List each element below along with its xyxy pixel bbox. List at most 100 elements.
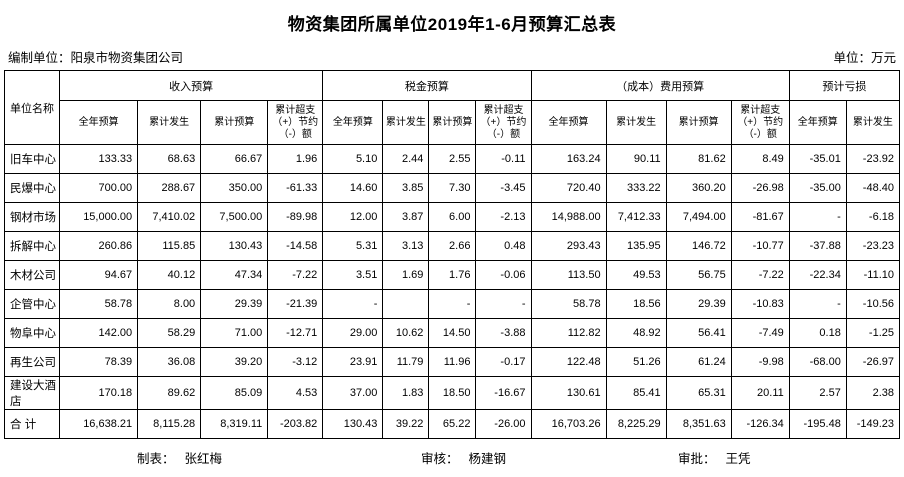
table-cell: 2.38 <box>845 376 901 410</box>
table-cell: 0.48 <box>475 231 532 261</box>
unit-name-cell: 拆解中心 <box>3 231 61 261</box>
table-cell: 135.95 <box>605 231 667 261</box>
maker-signature: 制表： 张红梅 <box>137 448 222 467</box>
col-header-tax-cum-actual: 累计发生 <box>382 100 430 145</box>
table-cell: -3.88 <box>475 318 532 348</box>
table-cell: 11.96 <box>428 347 477 377</box>
unit-name-cell: 旧车中心 <box>3 144 61 174</box>
table-cell: -22.34 <box>788 260 847 290</box>
table-cell: 1.83 <box>382 376 430 410</box>
approver-signature: 审批： 王凭 <box>678 448 751 467</box>
table-cell: 3.13 <box>382 231 430 261</box>
table-cell: 1.76 <box>428 260 477 290</box>
table-cell: - <box>428 289 477 319</box>
table-cell: 3.51 <box>322 260 384 290</box>
table-cell: 2.57 <box>788 376 847 410</box>
table-cell: -126.34 <box>730 409 790 439</box>
table-cell: -14.58 <box>267 231 324 261</box>
table-cell: 260.86 <box>59 231 139 261</box>
unit-name-cell: 建设大酒店 <box>3 376 61 410</box>
table-cell: 66.67 <box>200 144 269 174</box>
table-cell: 58.78 <box>530 289 607 319</box>
table-cell: -21.39 <box>267 289 324 319</box>
table-cell: 61.24 <box>665 347 732 377</box>
table-cell: -0.11 <box>475 144 532 174</box>
table-row: 民爆中心 700.00 288.67 350.00 -61.33 14.60 3.85 7.3… <box>3 173 901 203</box>
table-cell: -10.56 <box>845 289 901 319</box>
col-header-income-cum-actual: 累计发生 <box>137 100 202 145</box>
meta-row: 编制单位：阳泉市物资集团公司 单位：万元 <box>0 35 904 70</box>
table-cell: 8,319.11 <box>200 409 269 439</box>
table-cell: 8.00 <box>137 289 202 319</box>
table-cell: 293.43 <box>530 231 607 261</box>
table-cell: 5.10 <box>322 144 384 174</box>
col-header-income-cum-budget: 累计预算 <box>200 100 269 145</box>
table-cell: 130.61 <box>530 376 607 410</box>
table-cell: 18.56 <box>605 289 667 319</box>
table-body: 旧车中心 133.33 68.63 66.67 1.96 5.10 2.44 2.55 -0.1… <box>3 144 901 439</box>
table-cell: 700.00 <box>59 173 139 203</box>
table-cell: 65.22 <box>428 409 477 439</box>
table-cell: -10.77 <box>730 231 790 261</box>
unit-name-cell: 合 计 <box>3 409 61 439</box>
table-row: 拆解中心 260.86 115.85 130.43 -14.58 5.31 3.13 2.66… <box>3 231 901 261</box>
table-cell: 48.92 <box>605 318 667 348</box>
table-cell: 37.00 <box>322 376 384 410</box>
table-cell: 14,988.00 <box>530 202 607 232</box>
table-cell: 8,115.28 <box>137 409 202 439</box>
table-cell: - <box>322 289 384 319</box>
col-header-cost-cum-actual: 累计发生 <box>605 100 667 145</box>
col-header-income-annual: 全年预算 <box>59 100 139 145</box>
table-cell: -1.25 <box>845 318 901 348</box>
table-cell: 58.78 <box>59 289 139 319</box>
table-cell: 85.09 <box>200 376 269 410</box>
table-cell: 170.18 <box>59 376 139 410</box>
table-cell: 6.00 <box>428 202 477 232</box>
col-header-loss-annual: 全年预算 <box>788 100 847 145</box>
table-cell: -2.13 <box>475 202 532 232</box>
total-row: 合 计 16,638.21 8,115.28 8,319.11 -203.82 130.4… <box>3 409 901 439</box>
table-cell: -149.23 <box>845 409 901 439</box>
table-cell: 78.39 <box>59 347 139 377</box>
table-cell: 81.62 <box>665 144 732 174</box>
table-cell: -37.88 <box>788 231 847 261</box>
maker-name: 张红梅 <box>184 452 223 466</box>
unit-name-cell: 钢材市场 <box>3 202 61 232</box>
table-cell: 49.53 <box>605 260 667 290</box>
table-cell: 36.08 <box>137 347 202 377</box>
table-cell: 133.33 <box>59 144 139 174</box>
table-cell: -195.48 <box>788 409 847 439</box>
table-cell: 350.00 <box>200 173 269 203</box>
table-cell: 360.20 <box>665 173 732 203</box>
col-header-tax-annual: 全年预算 <box>322 100 384 145</box>
table-cell: 0.18 <box>788 318 847 348</box>
table-cell: 51.26 <box>605 347 667 377</box>
table-cell: 130.43 <box>200 231 269 261</box>
approver-label: 审批： <box>678 452 716 466</box>
table-cell: 2.44 <box>382 144 430 174</box>
table-cell: -23.23 <box>845 231 901 261</box>
table-cell: 56.75 <box>665 260 732 290</box>
table-cell: 7,412.33 <box>605 202 667 232</box>
table-cell: 29.39 <box>665 289 732 319</box>
table-cell: 14.60 <box>322 173 384 203</box>
table-cell: 1.96 <box>267 144 324 174</box>
table-cell: 65.31 <box>665 376 732 410</box>
table-row: 建设大酒店 170.18 89.62 85.09 4.53 37.00 1.83 18.50-… <box>3 376 901 410</box>
table-cell: 12.00 <box>322 202 384 232</box>
table-row: 企管中心 58.78 8.00 29.39 -21.39- - -58.78 18.56 29.… <box>3 289 901 319</box>
table-cell: 7,410.02 <box>137 202 202 232</box>
table-cell: 2.55 <box>428 144 477 174</box>
table-cell: 10.62 <box>382 318 430 348</box>
unit-note: 单位：万元 <box>833 47 896 66</box>
page-title: 物资集团所属单位2019年1-6月预算汇总表 <box>287 15 617 34</box>
table-cell: - <box>475 289 532 319</box>
table-cell: 7,500.00 <box>200 202 269 232</box>
table-cell: 8.49 <box>730 144 790 174</box>
table-row: 物阜中心 142.00 58.29 71.00 -12.71 29.00 10.62 14.5… <box>3 318 901 348</box>
table-cell: 4.53 <box>267 376 324 410</box>
table-cell: -16.67 <box>475 376 532 410</box>
table-cell: -35.00 <box>788 173 847 203</box>
table-cell: 94.67 <box>59 260 139 290</box>
table-cell: -9.98 <box>730 347 790 377</box>
